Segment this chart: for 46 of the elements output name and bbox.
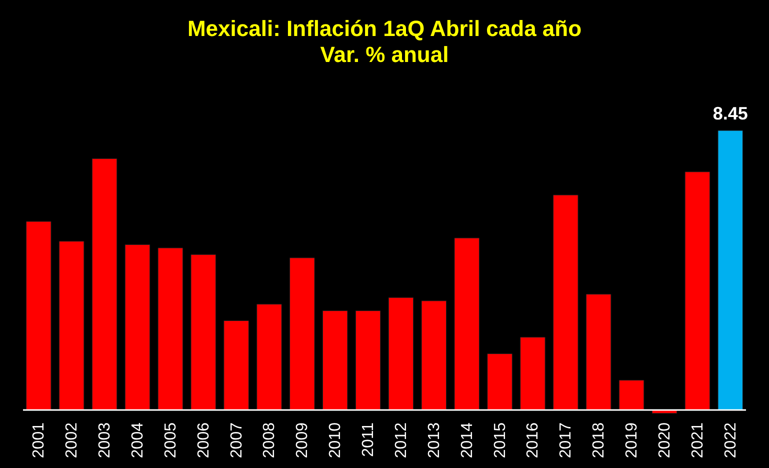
x-tick-label: 2022 [722, 422, 740, 458]
bar [124, 244, 150, 410]
x-tick-label: 2003 [96, 422, 114, 458]
bar [520, 337, 546, 410]
x-tick-label: 2019 [624, 422, 641, 458]
x-tick-label: 2006 [195, 422, 212, 458]
bar [256, 304, 282, 410]
bar [224, 320, 249, 410]
bar [26, 221, 52, 410]
x-tick-label: 2005 [162, 422, 180, 458]
x-tick-label: 2008 [261, 422, 278, 458]
x-tick-label: 2016 [524, 422, 542, 458]
x-tick-label: 2012 [392, 422, 410, 458]
bar [618, 380, 644, 410]
x-tick-label: 2014 [458, 422, 476, 458]
bar [355, 310, 381, 410]
bar [290, 258, 315, 410]
bar [92, 158, 118, 410]
x-tick-label: 2004 [129, 422, 146, 458]
x-tick-label: 2007 [228, 422, 246, 458]
x-tick-label: 2013 [426, 422, 443, 458]
x-tick-label: 2001 [30, 422, 48, 458]
x-tick-label: 2017 [558, 422, 575, 458]
bar [718, 130, 743, 410]
bar [58, 241, 84, 410]
x-tick-label: 2002 [64, 422, 81, 458]
bar [487, 354, 512, 410]
bar [553, 194, 578, 410]
x-tick-label: 2015 [492, 422, 509, 458]
x-tick-label: 2021 [689, 422, 706, 458]
bar [684, 172, 710, 410]
x-tick-label: 2010 [327, 422, 344, 458]
x-tick-label: 2011 [360, 422, 378, 457]
bar [454, 238, 480, 410]
bar [388, 297, 414, 410]
data-label: 8.45 [712, 104, 748, 124]
chart-title: Mexicali: Inflación 1aQ Abril cada año [187, 16, 582, 41]
bar [421, 300, 447, 410]
x-tick-label: 2020 [656, 422, 674, 458]
x-tick-label: 2009 [294, 422, 312, 458]
bar [322, 310, 348, 410]
bar [158, 248, 183, 410]
bar [190, 254, 216, 410]
bar [586, 294, 612, 410]
x-tick-label: 2018 [590, 422, 608, 458]
chart-subtitle: Var. % anual [320, 42, 449, 67]
